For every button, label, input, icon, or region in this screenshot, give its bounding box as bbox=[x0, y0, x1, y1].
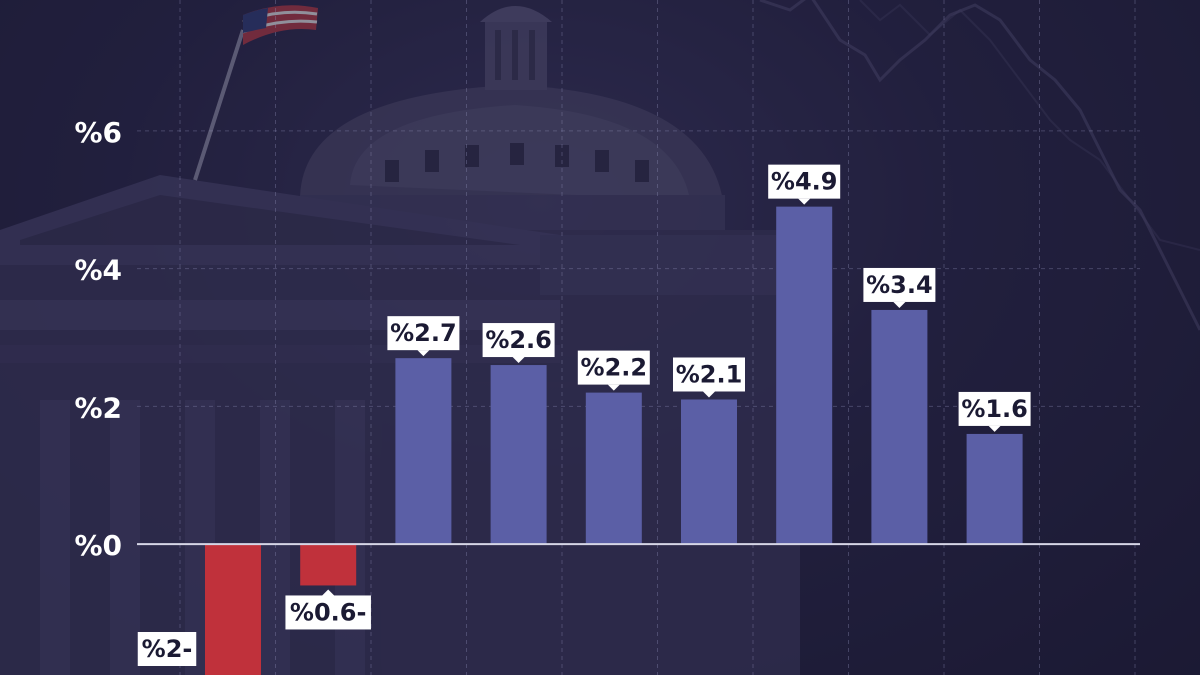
data-label-box bbox=[673, 357, 745, 392]
data-label-box bbox=[482, 323, 555, 358]
data-label: %1.6 bbox=[958, 391, 1031, 432]
bar bbox=[395, 358, 452, 545]
data-label-pointer bbox=[322, 589, 335, 596]
data-label-pointer bbox=[893, 301, 906, 308]
bar bbox=[966, 433, 1023, 545]
us-flag-illustration bbox=[193, 5, 318, 181]
data-labels: %2- %0.6- %2.7 %2.6 %2.2 %2.1 %4.9 %3.4 %1.6 bbox=[137, 164, 1031, 666]
bars bbox=[205, 206, 1023, 675]
data-label-box bbox=[285, 595, 371, 630]
bar bbox=[681, 399, 737, 545]
data-label: %3.4 bbox=[863, 267, 936, 308]
y-tick-label: %0 bbox=[74, 529, 122, 562]
data-label: %0.6- bbox=[285, 589, 371, 630]
data-label-box bbox=[863, 267, 936, 302]
data-label-text: %2.6 bbox=[485, 326, 552, 354]
data-label-pointer bbox=[798, 198, 811, 205]
data-label-box bbox=[958, 391, 1031, 426]
data-label-pointer bbox=[988, 425, 1001, 432]
y-tick-label: %2 bbox=[74, 391, 122, 424]
data-label-text: %2- bbox=[142, 635, 193, 663]
data-label-text: %2.7 bbox=[390, 319, 457, 347]
background-market-line bbox=[759, 0, 1200, 331]
data-label-text: %0.6- bbox=[290, 598, 367, 626]
y-axis-ticks: %0 %2 %4 %6 bbox=[74, 116, 122, 562]
y-tick-label: %4 bbox=[74, 254, 122, 287]
data-label-pointer bbox=[512, 357, 525, 364]
data-label-text: %3.4 bbox=[866, 271, 933, 299]
y-tick-label: %6 bbox=[74, 116, 122, 149]
data-label: %2.2 bbox=[577, 350, 650, 391]
bar bbox=[300, 544, 357, 586]
data-label-text: %4.9 bbox=[771, 168, 838, 196]
data-label-pointer bbox=[703, 391, 715, 398]
bar bbox=[776, 206, 833, 545]
data-label-box bbox=[137, 632, 197, 666]
data-label: %2.7 bbox=[387, 316, 460, 357]
bar bbox=[490, 365, 547, 545]
data-label-text: %2.1 bbox=[676, 360, 743, 388]
data-label-pointer bbox=[417, 350, 430, 357]
data-label: %2- bbox=[137, 632, 197, 666]
data-label-text: %2.2 bbox=[581, 354, 648, 382]
data-label: %2.1 bbox=[673, 357, 745, 398]
data-label: %4.9 bbox=[768, 164, 841, 205]
background-market-line-2 bbox=[859, 0, 1200, 251]
bar bbox=[585, 392, 642, 545]
data-label-box bbox=[577, 350, 650, 385]
data-label-pointer bbox=[607, 384, 620, 391]
bar bbox=[871, 309, 928, 545]
data-label-box bbox=[768, 164, 841, 199]
data-label: %2.6 bbox=[482, 323, 555, 364]
gridlines bbox=[137, 0, 1140, 675]
data-label-box bbox=[387, 316, 460, 351]
bar bbox=[205, 544, 261, 675]
data-label-text: %1.6 bbox=[961, 395, 1028, 423]
